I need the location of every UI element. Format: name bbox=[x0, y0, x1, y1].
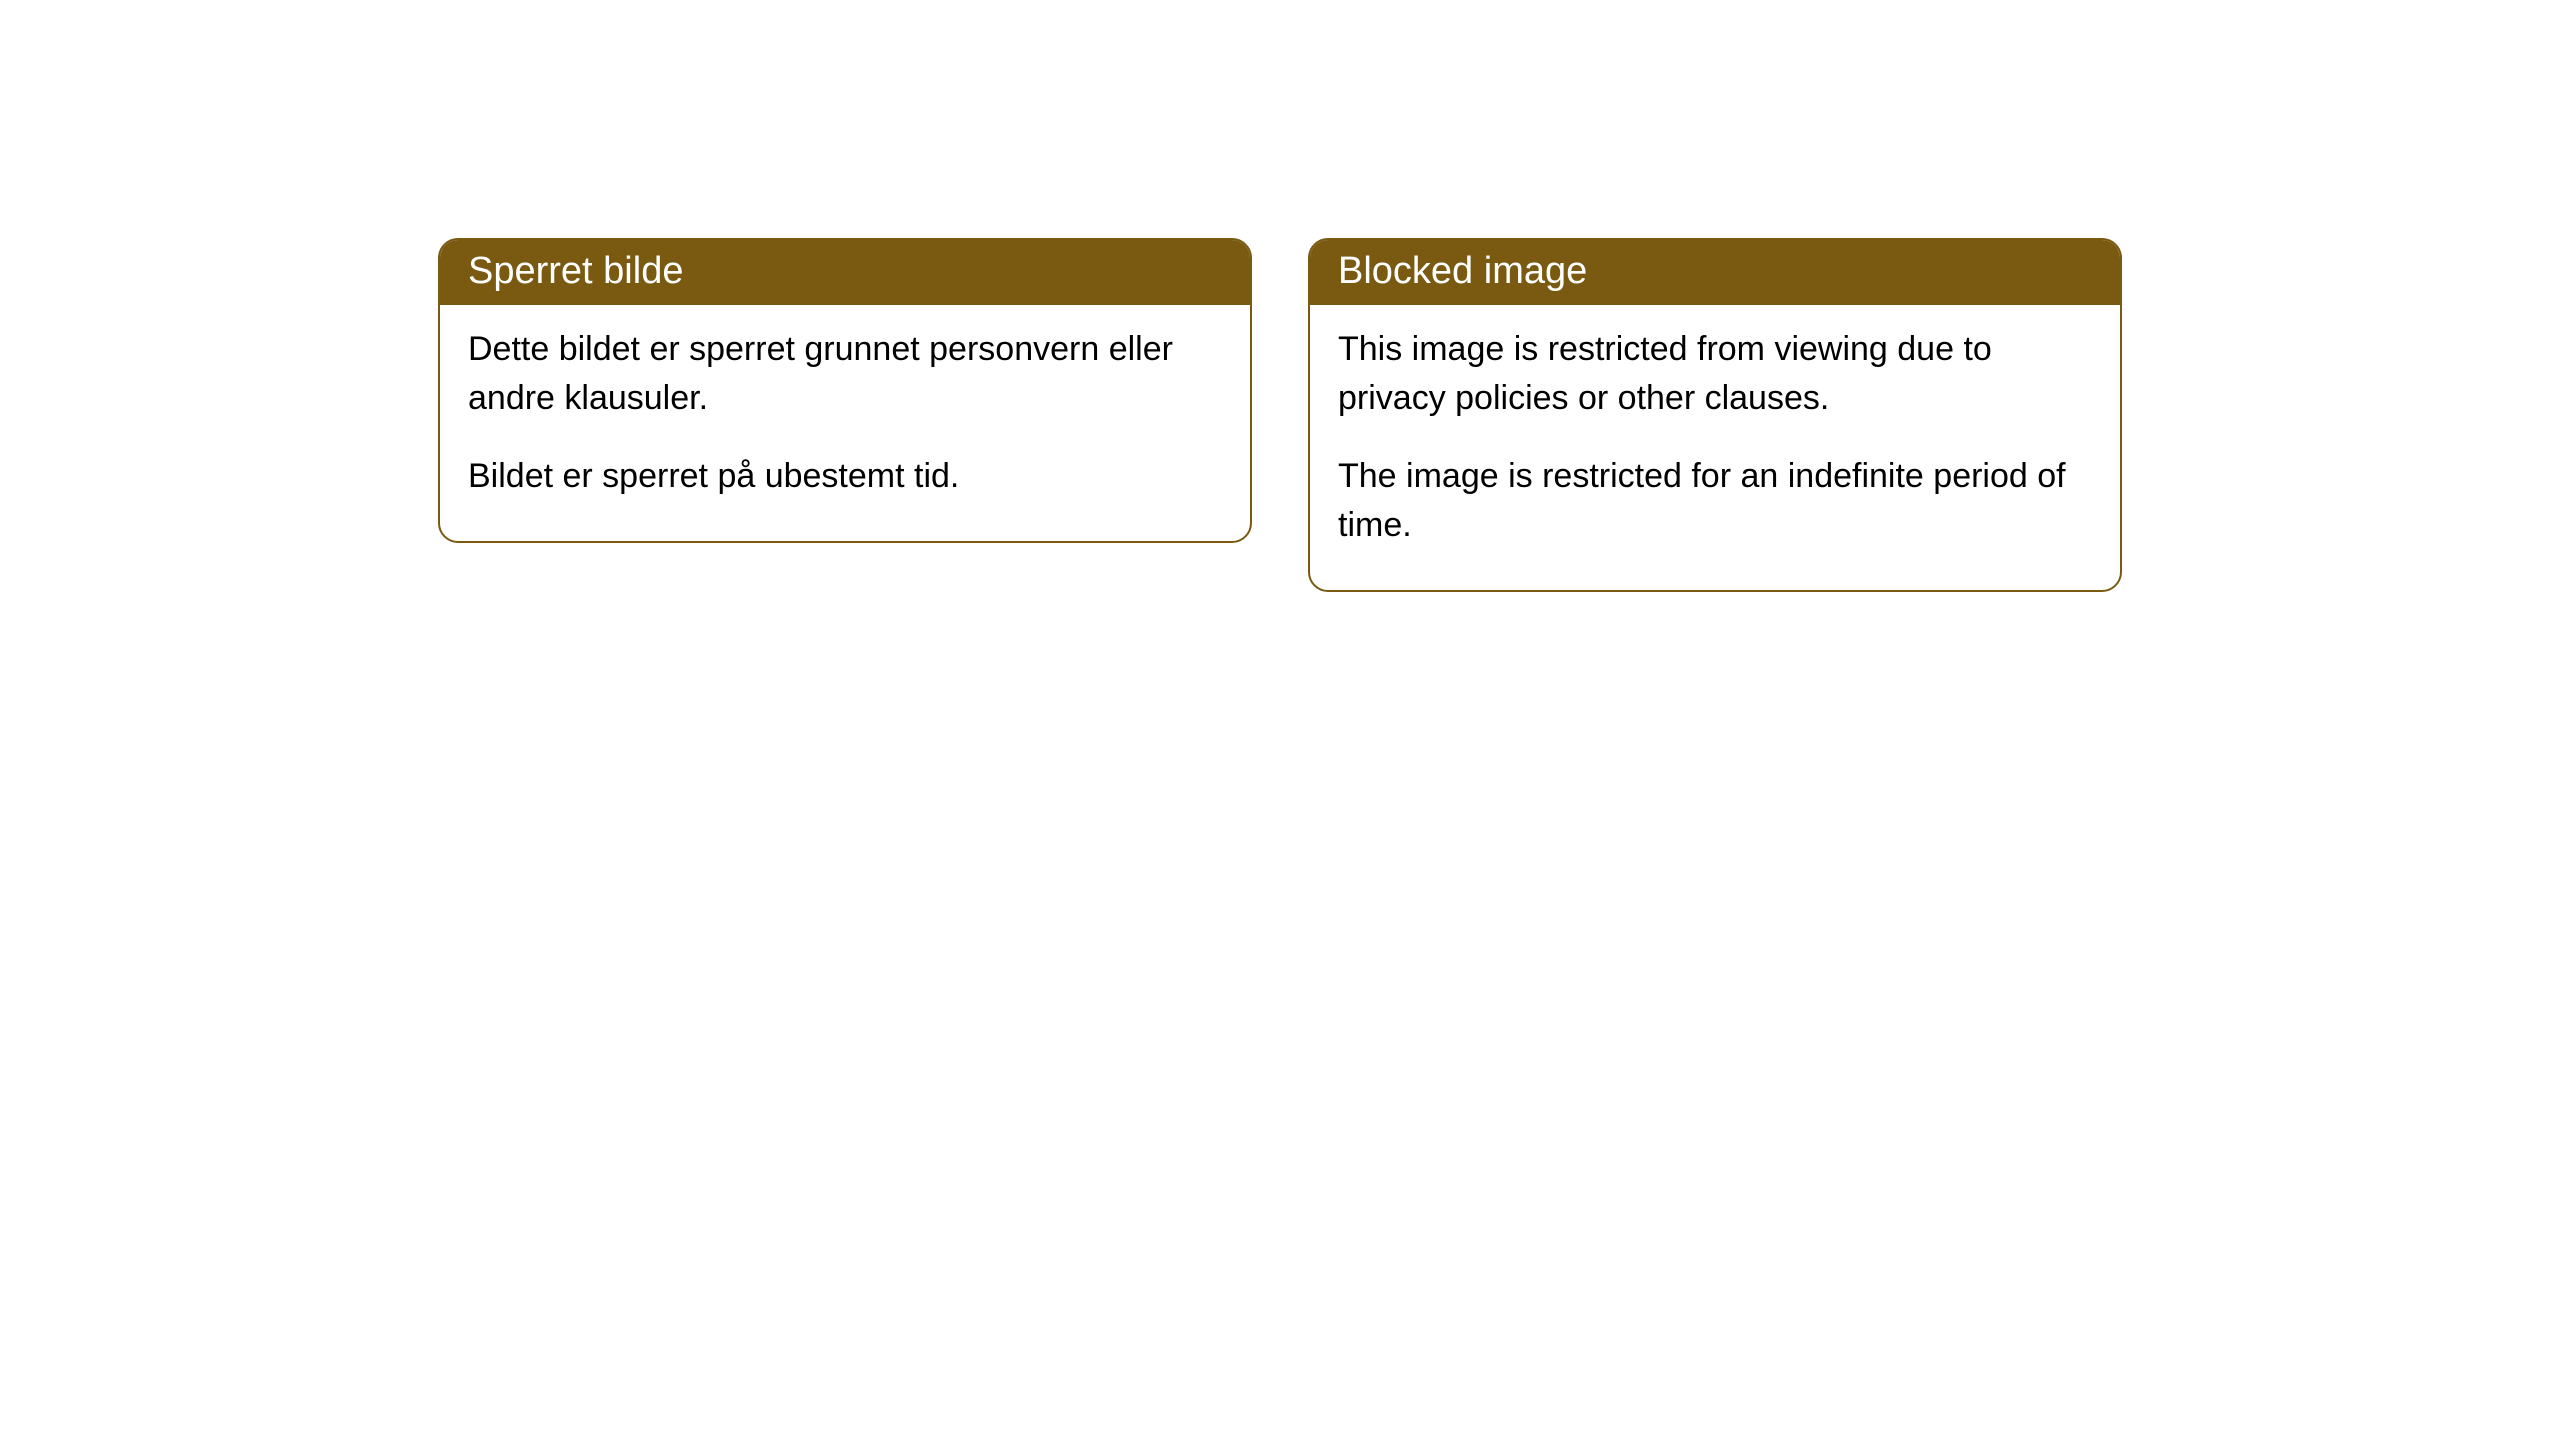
notice-text-p1: This image is restricted from viewing du… bbox=[1338, 325, 2092, 424]
card-body-norwegian: Dette bildet er sperret grunnet personve… bbox=[440, 305, 1250, 541]
notice-text-p2: Bildet er sperret på ubestemt tid. bbox=[468, 452, 1222, 501]
notice-card-english: Blocked image This image is restricted f… bbox=[1308, 238, 2122, 592]
card-header-norwegian: Sperret bilde bbox=[440, 240, 1250, 305]
notice-card-norwegian: Sperret bilde Dette bildet er sperret gr… bbox=[438, 238, 1252, 543]
notice-text-p2: The image is restricted for an indefinit… bbox=[1338, 452, 2092, 551]
notice-text-p1: Dette bildet er sperret grunnet personve… bbox=[468, 325, 1222, 424]
notice-container: Sperret bilde Dette bildet er sperret gr… bbox=[438, 238, 2122, 1440]
card-body-english: This image is restricted from viewing du… bbox=[1310, 305, 2120, 590]
card-header-english: Blocked image bbox=[1310, 240, 2120, 305]
